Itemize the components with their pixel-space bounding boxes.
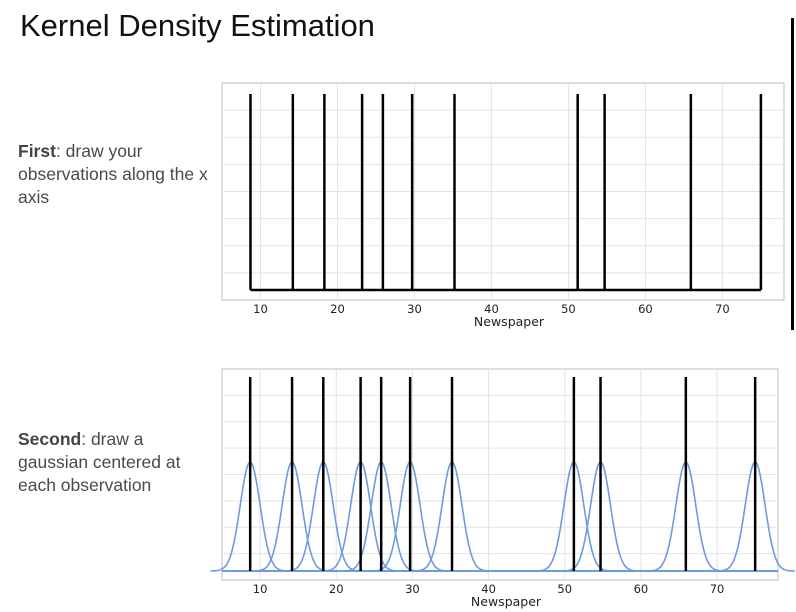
- caption-first: First: draw your observations along the …: [18, 140, 208, 209]
- x-tick-label: 20: [330, 302, 345, 316]
- x-tick-label: 60: [638, 302, 653, 316]
- x-tick-label: 60: [634, 582, 649, 596]
- right-divider-line: [791, 18, 794, 330]
- x-tick-label: 40: [481, 582, 496, 596]
- x-axis-title: Newspaper: [471, 594, 542, 609]
- caption-first-text: : draw your observations along the x axi…: [18, 141, 208, 207]
- caption-first-bold: First: [18, 141, 56, 161]
- x-tick-label: 50: [561, 302, 576, 316]
- x-tick-label: 10: [253, 302, 268, 316]
- x-tick-label: 70: [715, 302, 730, 316]
- x-tick-label: 30: [407, 302, 422, 316]
- slide-title: Kernel Density Estimation: [20, 8, 375, 43]
- x-tick-label: 30: [405, 582, 420, 596]
- x-tick-label: 40: [484, 302, 499, 316]
- x-tick-label: 10: [253, 582, 268, 596]
- x-tick-label: 70: [710, 582, 725, 596]
- caption-second-text: : draw a gaussian centered at each obser…: [18, 429, 181, 495]
- x-tick-label: 20: [329, 582, 344, 596]
- x-tick-label: 50: [557, 582, 572, 596]
- x-axis-title: Newspaper: [474, 314, 545, 329]
- caption-second: Second: draw a gaussian centered at each…: [18, 428, 208, 497]
- caption-second-bold: Second: [18, 429, 82, 449]
